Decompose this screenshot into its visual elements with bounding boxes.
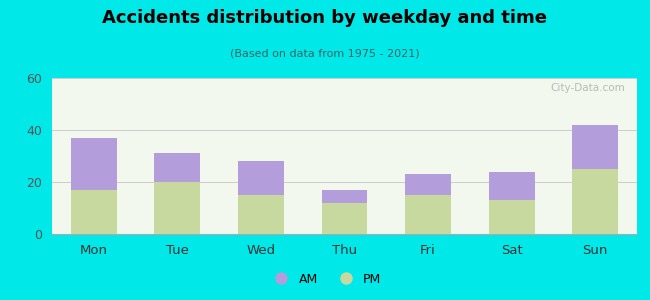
Bar xyxy=(155,182,200,234)
Bar xyxy=(405,195,451,234)
Bar xyxy=(489,200,534,234)
Bar xyxy=(322,190,367,203)
Bar xyxy=(71,190,117,234)
Bar xyxy=(238,161,284,195)
Bar xyxy=(405,174,451,195)
Bar xyxy=(489,172,534,200)
Bar xyxy=(238,195,284,234)
Text: (Based on data from 1975 - 2021): (Based on data from 1975 - 2021) xyxy=(230,48,420,58)
Bar xyxy=(155,153,200,182)
Text: City-Data.com: City-Data.com xyxy=(551,83,625,93)
Bar xyxy=(71,138,117,190)
Legend: AM, PM: AM, PM xyxy=(264,268,386,291)
Bar xyxy=(572,125,618,169)
Bar xyxy=(572,169,618,234)
Bar xyxy=(322,203,367,234)
Text: Accidents distribution by weekday and time: Accidents distribution by weekday and ti… xyxy=(103,9,547,27)
